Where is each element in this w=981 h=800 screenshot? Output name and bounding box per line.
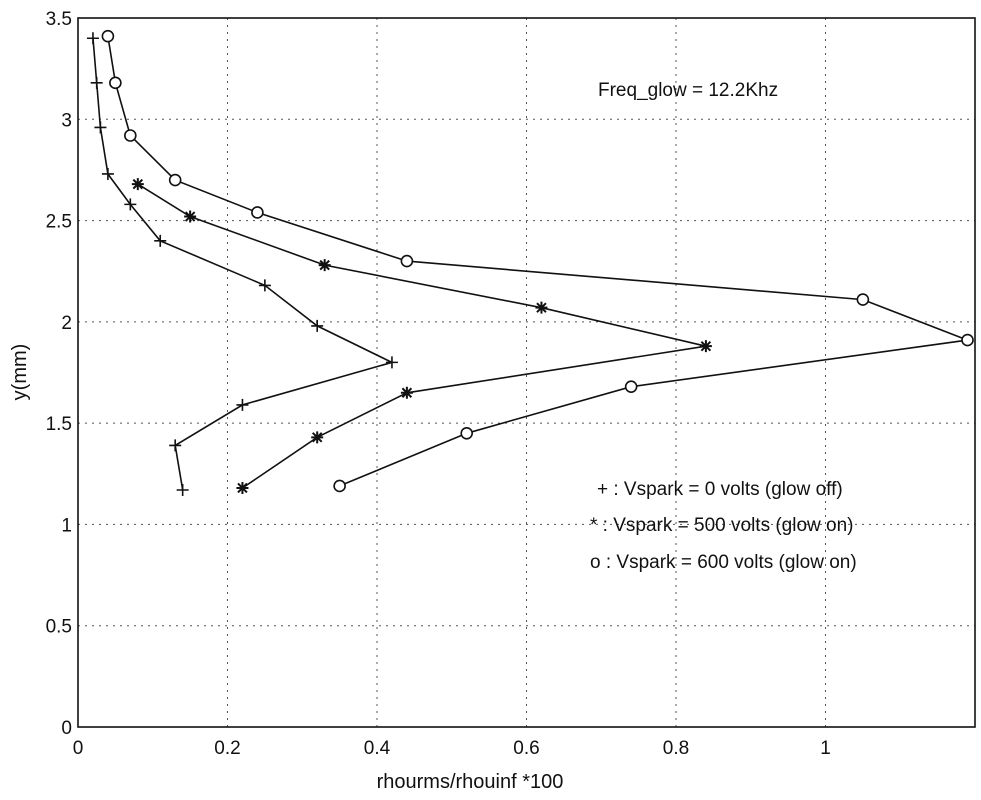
- data-point-circle: [460, 426, 474, 440]
- data-point-plus: [101, 167, 114, 180]
- data-point-circle: [400, 254, 414, 268]
- data-point-circle: [101, 29, 115, 43]
- y-tick-label: 0: [61, 718, 72, 739]
- data-point-circle: [168, 173, 182, 187]
- data-point-star: [400, 386, 413, 399]
- x-tick-label: 0.2: [214, 738, 240, 759]
- x-tick-label: 1: [820, 738, 831, 759]
- y-tick-label: 0.5: [46, 617, 72, 638]
- y-tick-label: 3.5: [46, 9, 72, 30]
- data-point-plus: [176, 483, 189, 496]
- data-point-plus: [154, 234, 167, 247]
- data-point-plus: [94, 121, 107, 134]
- x-tick-label: 0.6: [513, 738, 539, 759]
- data-point-star: [311, 431, 324, 444]
- data-point-plus: [90, 76, 103, 89]
- data-point-plus: [236, 398, 249, 411]
- data-point-circle: [856, 293, 870, 306]
- data-point-plus: [385, 356, 398, 369]
- grid: [78, 18, 975, 727]
- y-tick-labels: 0 0.5 1 1.5 2 2.5 3 3.5: [46, 9, 72, 739]
- data-point-plus: [311, 319, 324, 332]
- legend-entry-1: * : Vspark = 500 volts (glow on): [590, 515, 854, 536]
- data-point-circle: [124, 129, 137, 142]
- data-point-plus: [86, 32, 99, 45]
- data-point-circle: [961, 333, 974, 347]
- data-point-star: [699, 340, 712, 353]
- y-tick-label: 2: [61, 313, 72, 334]
- plot-frame: [77, 17, 976, 728]
- y-tick-label: 1: [61, 515, 72, 536]
- series-line-star: [137, 183, 707, 489]
- legend-entry-0: + : Vspark = 0 volts (glow off): [597, 479, 843, 500]
- y-tick-label: 3: [61, 110, 72, 131]
- data-point-circle: [109, 76, 122, 90]
- series-star: [131, 178, 712, 494]
- series-circle: [101, 29, 974, 493]
- data-point-circle: [333, 479, 346, 493]
- y-tick-label: 2.5: [46, 212, 72, 233]
- x-tick-labels: 0 0.2 0.4 0.6 0.8 1: [73, 738, 831, 759]
- x-tick-label: 0.4: [364, 738, 391, 759]
- x-axis-label: rhourms/rhouinf *100: [377, 771, 564, 793]
- y-tick-label: 1.5: [46, 414, 72, 435]
- series-plus: [86, 32, 398, 496]
- data-point-plus: [169, 439, 182, 452]
- x-tick-label: 0.8: [663, 738, 689, 759]
- data-point-star: [184, 210, 197, 223]
- data-point-star: [535, 301, 548, 314]
- legend-entry-2: o : Vspark = 600 volts (glow on): [590, 552, 857, 573]
- data-point-star: [236, 481, 249, 494]
- data-point-star: [318, 259, 331, 272]
- legend: + : Vspark = 0 volts (glow off) * : Vspa…: [590, 479, 857, 573]
- data-point-star: [131, 178, 144, 191]
- y-axis-label: y(mm): [9, 344, 31, 401]
- data-point-circle: [624, 380, 638, 393]
- data-point-plus: [124, 198, 137, 211]
- data-point-circle: [251, 206, 264, 219]
- series-group: [86, 29, 974, 496]
- data-point-plus: [258, 279, 271, 292]
- series-line-plus: [92, 38, 395, 491]
- series-line-circle: [107, 36, 971, 487]
- x-tick-label: 0: [73, 738, 84, 759]
- freq-annotation: Freq_glow = 12.2Khz: [598, 80, 778, 101]
